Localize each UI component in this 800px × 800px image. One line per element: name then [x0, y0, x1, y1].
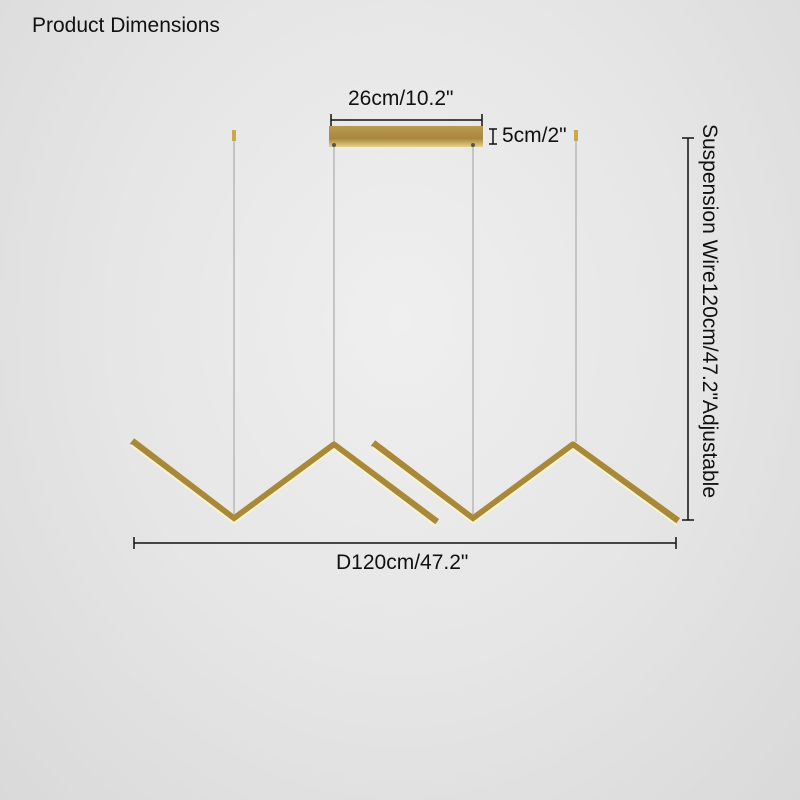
suspension-wire-label: Suspension Wire120cm/47.2"Adjustable: [698, 124, 721, 499]
canopy-height-label: 5cm/2": [502, 124, 567, 147]
diameter-label: D120cm/47.2": [336, 551, 469, 574]
page-title: Product Dimensions: [32, 14, 220, 37]
canopy-width-label: 26cm/10.2": [348, 87, 454, 110]
wire-cap: [574, 130, 578, 141]
dimension-lines: [133, 114, 694, 549]
light-bars: [129, 438, 681, 527]
suspension-wires: [233, 140, 577, 514]
canopy: [329, 126, 483, 147]
wire-cap: [232, 130, 236, 141]
